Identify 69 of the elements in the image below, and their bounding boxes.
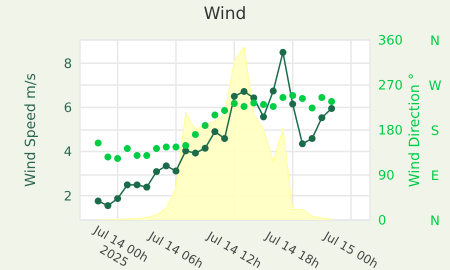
x-tick-label: Jul 14 18h bbox=[262, 228, 322, 270]
point bbox=[328, 98, 336, 105]
point bbox=[270, 103, 277, 110]
point bbox=[104, 202, 112, 210]
point bbox=[114, 155, 122, 162]
point bbox=[289, 92, 296, 99]
point bbox=[250, 100, 258, 106]
point bbox=[94, 198, 102, 205]
point bbox=[298, 95, 306, 102]
point bbox=[182, 142, 190, 149]
text: N bbox=[429, 34, 441, 50]
point bbox=[211, 128, 218, 136]
point bbox=[134, 152, 141, 159]
point bbox=[270, 88, 277, 95]
point bbox=[104, 154, 112, 160]
point bbox=[162, 162, 170, 170]
point bbox=[221, 135, 228, 142]
point bbox=[230, 100, 238, 107]
point bbox=[134, 181, 141, 188]
point bbox=[172, 167, 180, 174]
y-tick-label: 4 bbox=[64, 145, 72, 160]
y-tick-label: 2 bbox=[64, 189, 72, 204]
x-tick-label: Jul 15 00h bbox=[320, 228, 381, 270]
point bbox=[202, 122, 209, 129]
y2-axis-title: Wind Direction ° bbox=[406, 72, 423, 188]
y2-tick-label: 180 bbox=[378, 124, 403, 139]
point bbox=[221, 107, 228, 114]
point bbox=[230, 92, 238, 100]
point bbox=[143, 184, 150, 191]
point bbox=[279, 94, 286, 101]
point bbox=[240, 88, 248, 95]
point bbox=[124, 181, 131, 188]
point bbox=[318, 114, 326, 122]
point bbox=[202, 144, 209, 152]
point bbox=[211, 112, 218, 118]
point bbox=[143, 152, 150, 159]
y2-tick-label: 0 bbox=[378, 214, 386, 229]
y-axis-title: Wind Speed m/s bbox=[22, 73, 39, 187]
point bbox=[298, 140, 306, 148]
point bbox=[318, 94, 326, 101]
point bbox=[162, 144, 170, 150]
point bbox=[279, 48, 286, 56]
y2-tick-label: 360 bbox=[378, 34, 403, 49]
text: E bbox=[430, 169, 440, 184]
point bbox=[124, 145, 131, 152]
point bbox=[172, 144, 180, 150]
point bbox=[153, 145, 160, 152]
text: N bbox=[429, 214, 441, 230]
point bbox=[192, 150, 199, 157]
point bbox=[94, 140, 102, 146]
text: S bbox=[430, 124, 440, 139]
point bbox=[308, 104, 316, 112]
point bbox=[260, 113, 267, 120]
y2-tick-label: 270 bbox=[378, 78, 403, 94]
text: W bbox=[428, 79, 442, 94]
point bbox=[289, 100, 296, 108]
point bbox=[114, 195, 122, 202]
point bbox=[328, 104, 336, 112]
point bbox=[240, 103, 248, 110]
y-tick-label: 8 bbox=[64, 56, 72, 72]
point bbox=[260, 101, 267, 108]
point bbox=[308, 135, 316, 142]
x-tick-label: Jul 14 06h bbox=[146, 228, 206, 270]
y2-tick-label: 90 bbox=[378, 168, 395, 184]
y-tick-label: 6 bbox=[64, 100, 72, 116]
chart-title: Wind bbox=[202, 4, 248, 24]
point bbox=[192, 131, 199, 138]
x-tick-label: Jul 14 12h bbox=[204, 228, 264, 270]
point bbox=[153, 168, 160, 176]
